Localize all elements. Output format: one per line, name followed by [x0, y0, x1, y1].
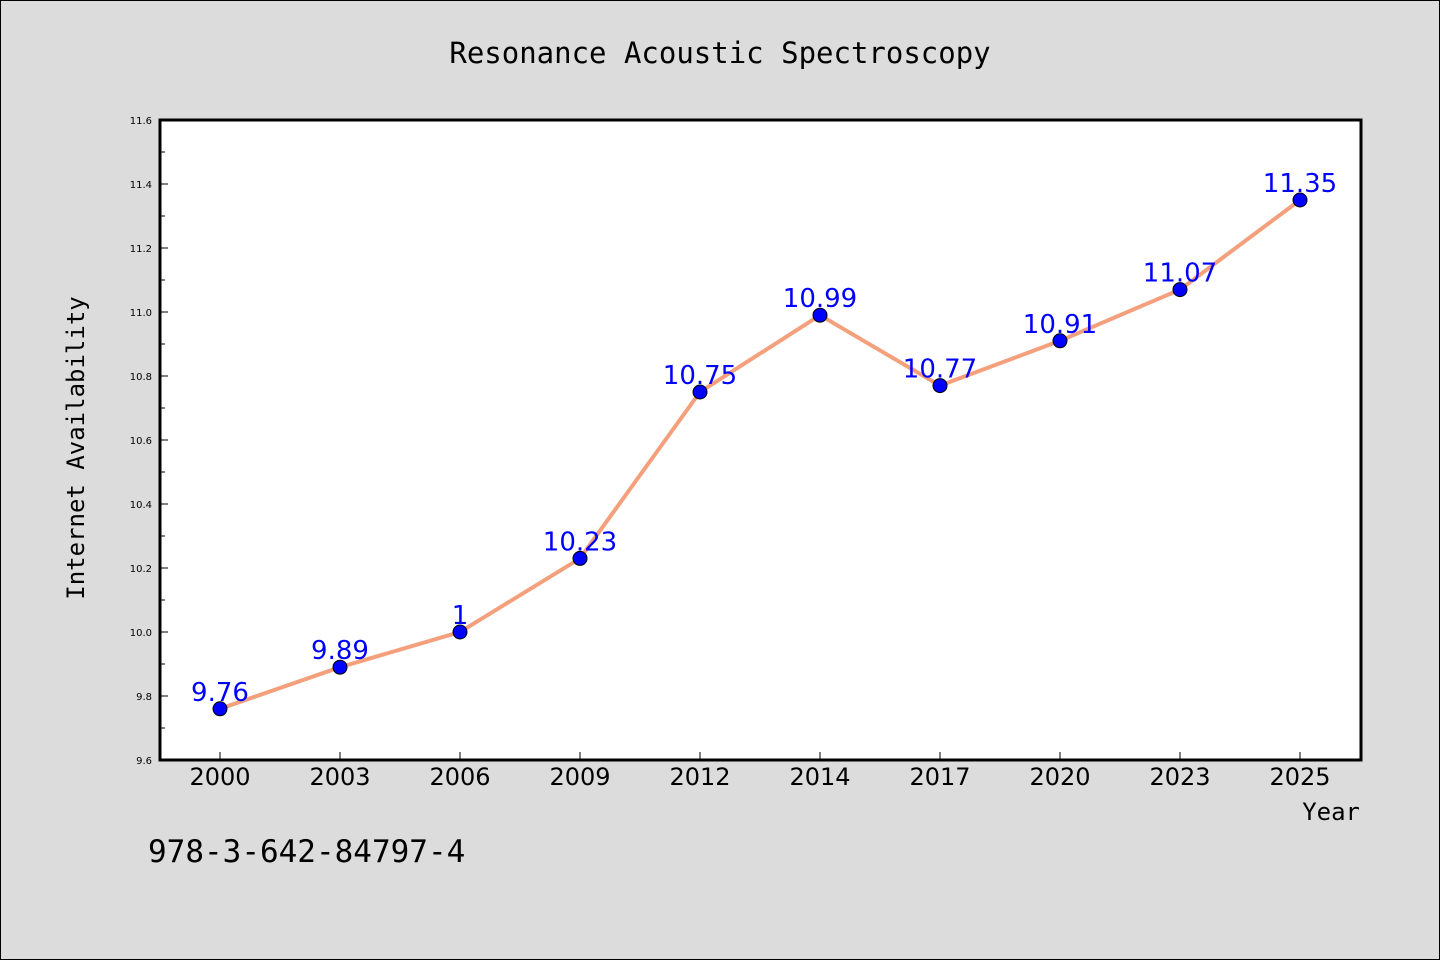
- x-tick-label: 2009: [549, 763, 610, 791]
- chart-title: Resonance Acoustic Spectroscopy: [449, 36, 990, 70]
- data-label: 10.91: [1023, 310, 1097, 340]
- plot-area: [158, 118, 1363, 762]
- isbn-label: 978-3-642-84797-4: [148, 834, 466, 870]
- x-tick-label: 2006: [429, 763, 490, 791]
- data-label: 11.35: [1263, 169, 1337, 199]
- y-tick-label: 10.8: [130, 372, 152, 383]
- data-point: [692, 384, 708, 400]
- x-tick-label: 2017: [909, 763, 970, 791]
- data-point: [1172, 282, 1188, 298]
- data-point: [1292, 192, 1308, 208]
- data-label: 1: [452, 601, 469, 631]
- data-point: [452, 624, 468, 640]
- x-axis-label: Year: [1302, 798, 1360, 826]
- x-tick-label: 2000: [189, 763, 250, 791]
- data-label: 10.77: [903, 355, 977, 385]
- data-point: [212, 701, 228, 717]
- y-axis: 9.6 9.8 10.0 10.2 10.4 10.6 10.8 11.0 11.2 11.4 11…: [130, 116, 168, 767]
- x-axis: 2000 2003 2006 2009 2012 2014 2017 2020 2023 2025: [189, 752, 1331, 791]
- y-tick-label: 11.2: [130, 244, 152, 255]
- y-tick-label: 11.6: [130, 116, 152, 127]
- x-tick-label: 2020: [1029, 763, 1090, 791]
- x-tick-label: 2014: [789, 763, 850, 791]
- data-labels: 9.76 9.89 1 10.23 10.75 10.99 10.77 10.91 11.07 1…: [191, 169, 1337, 708]
- data-point: [572, 550, 588, 566]
- data-label: 11.07: [1143, 259, 1217, 289]
- y-tick-label: 9.6: [136, 756, 152, 767]
- y-tick-label: 10.2: [130, 564, 152, 575]
- data-label: 10.75: [663, 361, 737, 391]
- data-label: 10.99: [783, 284, 857, 314]
- data-label: 9.76: [191, 678, 249, 708]
- y-tick-label: 10.4: [130, 500, 152, 511]
- data-label: 9.89: [311, 636, 369, 666]
- y-tick-label: 10.0: [130, 628, 152, 639]
- data-point: [932, 378, 948, 394]
- series-markers: [212, 192, 1308, 717]
- y-tick-label: 9.8: [136, 692, 152, 703]
- y-axis-label: Internet Availability: [62, 296, 90, 599]
- x-tick-label: 2012: [669, 763, 730, 791]
- data-label: 10.23: [543, 527, 617, 557]
- x-tick-label: 2003: [309, 763, 370, 791]
- x-tick-label: 2023: [1149, 763, 1210, 791]
- data-point: [332, 659, 348, 675]
- series-line: [219, 198, 1302, 711]
- y-tick-label: 11.0: [130, 308, 152, 319]
- y-tick-label: 11.4: [130, 180, 152, 191]
- data-point: [812, 307, 828, 323]
- data-point: [1052, 333, 1068, 349]
- y-tick-label: 10.6: [130, 436, 152, 447]
- x-tick-label: 2025: [1269, 763, 1330, 791]
